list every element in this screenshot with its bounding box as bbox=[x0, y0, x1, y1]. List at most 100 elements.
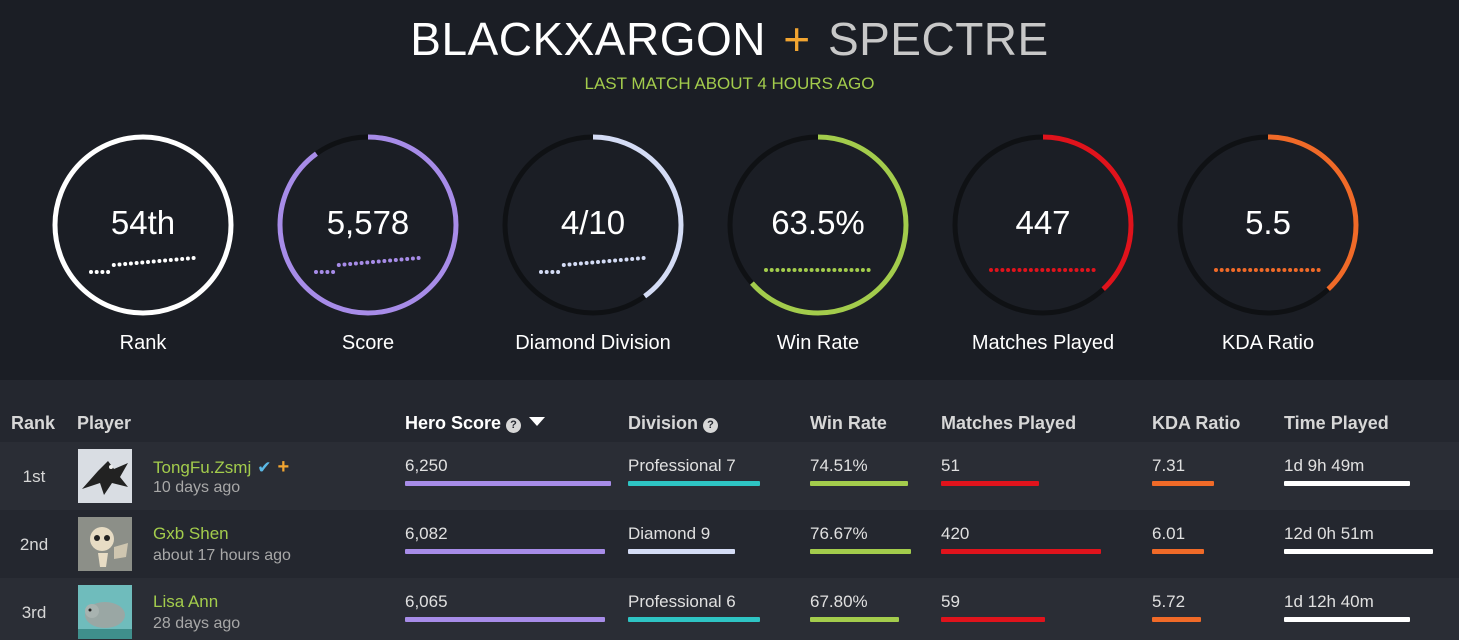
sparkline-dot bbox=[336, 263, 341, 267]
help-icon[interactable]: ? bbox=[703, 418, 719, 433]
player-name-link[interactable]: TongFu.Zsmj ✔ + bbox=[153, 456, 289, 479]
ring-progress bbox=[52, 134, 234, 316]
avatar[interactable] bbox=[78, 585, 132, 639]
sparkline-dot bbox=[539, 270, 543, 274]
bar-hero-score bbox=[405, 549, 605, 554]
stat-label: KDA Ratio bbox=[1221, 332, 1315, 354]
header-matches-played[interactable]: Matches Played bbox=[941, 413, 1077, 433]
sparkline-dot bbox=[416, 256, 421, 260]
avatar[interactable] bbox=[78, 517, 132, 571]
last-played-time: about 17 hours ago bbox=[153, 547, 291, 564]
ring-progress bbox=[952, 134, 1134, 316]
avatar[interactable] bbox=[78, 449, 132, 503]
cell-hero-score: 6,082 bbox=[405, 524, 448, 543]
header-rank[interactable]: Rank bbox=[11, 413, 56, 433]
bar-kda-ratio bbox=[1152, 617, 1201, 622]
cell-win-rate: 67.80% bbox=[810, 592, 868, 611]
cell-matches-played: 420 bbox=[941, 524, 970, 543]
stat-value: 5,578 bbox=[326, 204, 410, 241]
header-division-label: Division bbox=[628, 413, 699, 433]
table-row[interactable]: 3rd Lisa Ann 28 days ago 6,065 Professional … bbox=[0, 578, 1459, 640]
sparkline-dot bbox=[792, 268, 797, 272]
header-hero-score[interactable]: Hero Score? bbox=[405, 413, 546, 434]
cell-matches-played: 51 bbox=[941, 456, 960, 475]
sparkline-dot bbox=[544, 270, 549, 274]
sparkline-dot bbox=[157, 259, 162, 263]
sparkline-dot bbox=[1219, 268, 1224, 272]
player-name: Lisa Ann bbox=[153, 592, 219, 611]
header-kda-ratio[interactable]: KDA Ratio bbox=[1152, 413, 1241, 433]
sparkline-dot bbox=[561, 263, 566, 267]
sparkline-dot bbox=[1080, 268, 1085, 272]
sparkline-dot bbox=[798, 268, 803, 272]
sparkline-dot bbox=[556, 270, 561, 274]
sparkline-dot bbox=[1011, 268, 1016, 272]
sparkline-dot bbox=[1034, 268, 1039, 272]
sparkline-dot bbox=[180, 257, 185, 261]
last-match-text: LAST MATCH ABOUT 4 HOURS AGO bbox=[584, 74, 875, 93]
sparkline-dot bbox=[775, 268, 780, 272]
sparkline-dot bbox=[185, 256, 190, 261]
sparkline-dot bbox=[573, 262, 578, 266]
sparkline-dot bbox=[1028, 268, 1033, 272]
sparkline-dot bbox=[123, 262, 128, 266]
hero-name-title[interactable]: SPECTRE bbox=[827, 13, 1049, 65]
bar-division bbox=[628, 617, 760, 622]
plus-subscriber-icon: + bbox=[277, 456, 290, 478]
sparkline-dot bbox=[1299, 268, 1304, 272]
table-row[interactable]: 1st TongFu.Zsmj ✔ +10 days ago 6,250 Professi… bbox=[0, 442, 1459, 510]
sparkline-dot bbox=[781, 268, 786, 272]
sparkline-dot bbox=[128, 261, 133, 266]
header-win-rate[interactable]: Win Rate bbox=[810, 413, 887, 433]
sparkline-dot bbox=[376, 259, 381, 264]
bar-kda-ratio bbox=[1152, 549, 1204, 554]
stat-win-rate: 63.5% Win Rate bbox=[725, 132, 911, 362]
bar-time-played bbox=[1284, 617, 1410, 622]
sparkline-dot bbox=[393, 258, 398, 262]
cell-matches-played: 59 bbox=[941, 592, 960, 611]
bar-win-rate bbox=[810, 617, 899, 622]
stat-value: 54th bbox=[110, 204, 176, 241]
progress-ring bbox=[1177, 134, 1359, 316]
player-name-title[interactable]: BLACKXARGON bbox=[410, 13, 766, 65]
sparkline-dot bbox=[89, 270, 93, 274]
sparkline-dot bbox=[613, 258, 618, 263]
sparkline-dot bbox=[809, 268, 814, 272]
stat-label: Win Rate bbox=[776, 332, 860, 354]
sparkline-dot bbox=[388, 258, 393, 263]
stat-value: 4/10 bbox=[560, 204, 626, 241]
sparkline-dot bbox=[624, 257, 629, 262]
row-rank: 1st bbox=[22, 467, 46, 486]
sparkline-dot bbox=[1271, 268, 1275, 272]
sparkline-dot bbox=[1265, 268, 1270, 272]
sparkline-dot bbox=[855, 268, 860, 272]
sparkline-dot bbox=[641, 256, 646, 260]
player-name-link[interactable]: Lisa Ann bbox=[153, 592, 218, 612]
sparkline-dot bbox=[838, 268, 843, 272]
sparkline-dot bbox=[1068, 268, 1073, 272]
sparkline-dot bbox=[769, 268, 774, 272]
sparkline-dot bbox=[365, 260, 370, 265]
cell-time-played: 12d 0h 51m bbox=[1284, 524, 1374, 543]
header-time-played[interactable]: Time Played bbox=[1284, 413, 1389, 433]
header-player[interactable]: Player bbox=[77, 413, 132, 433]
bar-hero-score bbox=[405, 617, 605, 622]
sparkline-dot bbox=[550, 270, 555, 274]
sparkline-dot bbox=[371, 260, 375, 264]
table-row[interactable]: 2nd Gxb Shen about 17 hours ago 6,082 Diamon… bbox=[0, 510, 1459, 578]
sparkline-dot bbox=[1316, 268, 1321, 272]
progress-ring bbox=[277, 134, 459, 316]
bar-matches-played bbox=[941, 481, 1039, 486]
help-icon[interactable]: ? bbox=[506, 418, 522, 433]
hero-summary-panel: BLACKXARGON + SPECTRE LAST MATCH ABOUT 4… bbox=[52, 13, 1359, 362]
sparkline-dot bbox=[866, 268, 871, 272]
sparkline-dot bbox=[146, 260, 150, 264]
stat-label: Diamond Division bbox=[515, 332, 671, 354]
sparkline-dot bbox=[860, 268, 865, 272]
sparkline-dot bbox=[1091, 268, 1096, 272]
sparkline-dot bbox=[607, 259, 612, 263]
sparkline-dot bbox=[630, 257, 635, 261]
stat-matches-played: 447 Matches Played bbox=[950, 132, 1136, 362]
header-division[interactable]: Division? bbox=[628, 413, 719, 434]
player-name-link[interactable]: Gxb Shen bbox=[153, 524, 229, 544]
